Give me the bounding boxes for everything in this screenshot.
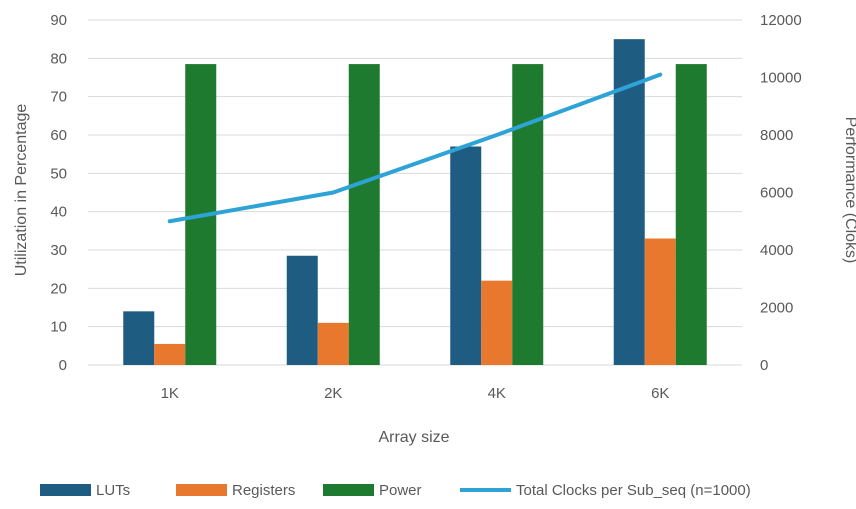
left-axis-title: Utilization in Percentage bbox=[13, 104, 30, 277]
right-tick-label: 6000 bbox=[760, 185, 793, 202]
left-tick-label: 10 bbox=[50, 319, 67, 336]
right-tick-label: 4000 bbox=[760, 242, 793, 259]
legend-swatch bbox=[323, 484, 374, 496]
bar-luts-1k bbox=[123, 311, 155, 365]
bar-registers-4k bbox=[481, 280, 513, 365]
legend-label: Total Clocks per Sub_seq (n=1000) bbox=[516, 482, 751, 499]
x-tick-label: 1K bbox=[161, 385, 179, 402]
legend: LUTs Registers Power Total Clocks per Sub_s… bbox=[40, 482, 751, 499]
legend-swatch bbox=[40, 484, 91, 496]
bar-power-2k bbox=[348, 64, 380, 365]
bar-luts-2k bbox=[286, 255, 318, 365]
left-tick-label: 90 bbox=[50, 12, 67, 29]
legend-label: LUTs bbox=[96, 482, 130, 499]
legend-swatch bbox=[176, 484, 227, 496]
left-tick-label: 70 bbox=[50, 89, 67, 106]
right-tick-label: 12000 bbox=[760, 12, 802, 29]
x-tick-label: 4K bbox=[488, 385, 506, 402]
bar-registers-1k bbox=[154, 343, 186, 365]
bar-power-4k bbox=[512, 64, 544, 365]
x-tick-label: 2K bbox=[324, 385, 342, 402]
right-tick-label: 10000 bbox=[760, 70, 802, 87]
bar-registers-6k bbox=[644, 238, 676, 365]
left-tick-label: 30 bbox=[50, 242, 67, 259]
right-axis-title: Performance (Cloks) bbox=[842, 117, 856, 264]
x-axis-ticks: 1K 2K 4K 6K bbox=[161, 385, 670, 402]
x-tick-label: 6K bbox=[651, 385, 669, 402]
right-tick-label: 0 bbox=[760, 357, 768, 374]
bar-registers-2k bbox=[317, 322, 349, 365]
left-tick-label: 60 bbox=[50, 127, 67, 144]
left-tick-label: 80 bbox=[50, 50, 67, 67]
bar-luts-6k bbox=[613, 39, 645, 366]
left-tick-label: 50 bbox=[50, 165, 67, 182]
x-axis-title: Array size bbox=[378, 429, 449, 446]
right-tick-label: 2000 bbox=[760, 300, 793, 317]
legend-label: Power bbox=[379, 482, 422, 499]
left-tick-label: 20 bbox=[50, 280, 67, 297]
left-axis-ticks: 0 10 20 30 40 50 60 70 80 90 bbox=[50, 12, 67, 374]
bar-power-6k bbox=[675, 64, 707, 365]
bar-series bbox=[123, 39, 707, 366]
left-tick-label: 40 bbox=[50, 204, 67, 221]
legend-label: Registers bbox=[232, 482, 295, 499]
left-tick-label: 0 bbox=[59, 357, 67, 374]
right-tick-label: 8000 bbox=[760, 127, 793, 144]
line-series bbox=[167, 72, 663, 224]
bar-luts-4k bbox=[450, 146, 482, 365]
line-total-clocks bbox=[167, 72, 663, 224]
right-axis-ticks: 0 2000 4000 6000 8000 10000 12000 bbox=[760, 12, 802, 374]
